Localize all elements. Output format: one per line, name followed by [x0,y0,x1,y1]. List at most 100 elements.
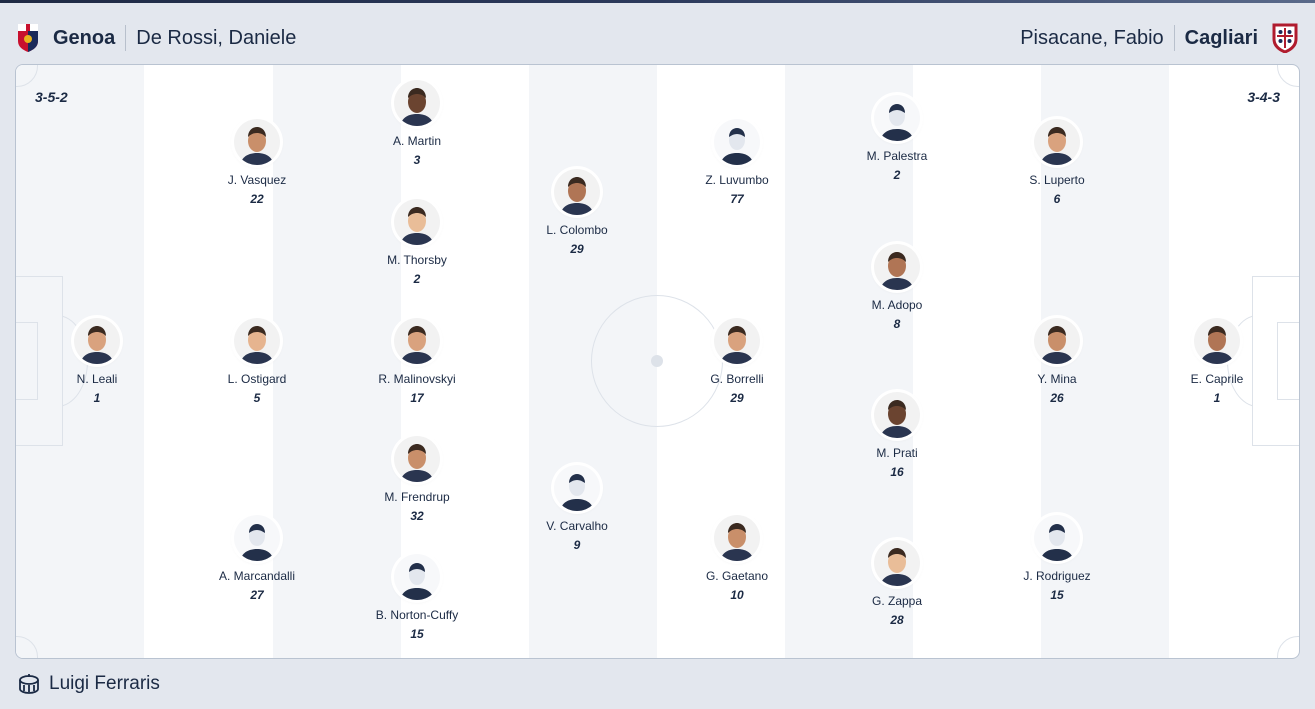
player-number: 27 [250,588,264,602]
divider [125,25,127,51]
player-home[interactable]: L. Ostigard 5 [187,318,327,405]
player-avatar[interactable] [1194,318,1240,364]
player-away[interactable]: G. Gaetano 10 [667,515,807,602]
player-avatar[interactable] [714,515,760,561]
player-name[interactable]: Z. Luvumbo [705,173,769,187]
player-avatar[interactable] [394,80,440,126]
player-number: 28 [890,613,904,627]
player-number: 17 [410,391,424,405]
player-number: 8 [893,317,901,331]
player-name[interactable]: J. Rodriguez [1023,569,1091,583]
player-number: 3 [413,153,421,167]
player-home[interactable]: L. Colombo 29 [507,169,647,256]
player-home[interactable]: J. Vasquez 22 [187,119,327,206]
venue: Luigi Ferraris [17,672,160,696]
player-home[interactable]: M. Frendrup 32 [347,436,487,523]
player-name[interactable]: R. Malinovskyi [378,372,456,386]
player-name[interactable]: M. Thorsby [387,253,447,267]
player-home[interactable]: B. Norton-Cuffy 15 [347,554,487,641]
player-name[interactable]: S. Luperto [1029,173,1085,187]
player-name[interactable]: L. Ostigard [227,372,287,386]
player-number: 6 [1053,192,1061,206]
player-avatar[interactable] [554,465,600,511]
player-away[interactable]: M. Adopo 8 [827,244,967,331]
player-away[interactable]: E. Caprile 1 [1147,318,1287,405]
player-avatar[interactable] [1034,515,1080,561]
player-avatar[interactable] [394,318,440,364]
player-number: 32 [410,509,424,523]
player-name[interactable]: L. Colombo [546,223,608,237]
player-home[interactable]: M. Thorsby 2 [347,199,487,286]
home-goal-area [16,322,38,400]
player-name[interactable]: M. Frendrup [384,490,450,504]
player-avatar[interactable] [714,119,760,165]
player-avatar[interactable] [554,169,600,215]
player-avatar[interactable] [234,515,280,561]
player-name[interactable]: E. Caprile [1190,372,1244,386]
player-number: 15 [1050,588,1064,602]
player-away[interactable]: S. Luperto 6 [987,119,1127,206]
player-avatar[interactable] [714,318,760,364]
cagliari-crest-icon [1272,23,1298,53]
player-home[interactable]: R. Malinovskyi 17 [347,318,487,405]
center-circle [591,295,723,427]
player-name[interactable]: B. Norton-Cuffy [375,608,459,622]
player-name[interactable]: J. Vasquez [227,173,287,187]
player-number: 77 [730,192,744,206]
home-formation: 3-5-2 [35,89,68,105]
player-name[interactable]: A. Martin [392,134,441,148]
away-header: Pisacane, Fabio Cagliari [1020,22,1298,54]
player-avatar[interactable] [394,554,440,600]
player-avatar[interactable] [74,318,120,364]
player-avatar[interactable] [394,199,440,245]
player-name[interactable]: G. Zappa [871,594,923,608]
player-away[interactable]: M. Palestra 2 [827,95,967,182]
stadium-icon [19,674,39,694]
home-team-name[interactable]: Genoa [53,26,116,49]
player-number: 29 [570,242,584,256]
player-away[interactable]: G. Borrelli 29 [667,318,807,405]
venue-name: Luigi Ferraris [49,673,160,694]
player-home[interactable]: A. Marcandalli 27 [187,515,327,602]
center-spot [651,355,663,367]
away-formation: 3-4-3 [1247,89,1280,105]
player-number: 10 [730,588,744,602]
player-number: 9 [573,538,581,552]
player-name[interactable]: M. Prati [876,446,918,460]
player-home[interactable]: A. Martin 3 [347,80,487,167]
player-number: 22 [250,192,264,206]
player-name[interactable]: M. Palestra [866,149,928,163]
player-avatar[interactable] [874,392,920,438]
player-away[interactable]: J. Rodriguez 15 [987,515,1127,602]
player-avatar[interactable] [1034,318,1080,364]
player-avatar[interactable] [874,95,920,141]
genoa-crest-icon [18,24,38,52]
player-away[interactable]: Z. Luvumbo 77 [667,119,807,206]
player-name[interactable]: N. Leali [76,372,118,386]
player-avatar[interactable] [234,119,280,165]
player-away[interactable]: M. Prati 16 [827,392,967,479]
player-avatar[interactable] [394,436,440,482]
player-avatar[interactable] [874,244,920,290]
player-name[interactable]: G. Borrelli [710,372,764,386]
player-avatar[interactable] [1034,119,1080,165]
player-away[interactable]: G. Zappa 28 [827,540,967,627]
player-avatar[interactable] [234,318,280,364]
player-name[interactable]: M. Adopo [871,298,923,312]
player-name[interactable]: G. Gaetano [705,569,769,583]
pitch: 3-5-2 3-4-3 N. Leali 1 J. Vasquez 22 L. … [15,64,1300,659]
player-number: 29 [730,391,744,405]
away-team-name[interactable]: Cagliari [1184,26,1258,49]
player-number: 1 [93,391,101,405]
player-name[interactable]: Y. Mina [1037,372,1077,386]
player-avatar[interactable] [874,540,920,586]
home-header: Genoa De Rossi, Daniele [17,22,296,54]
player-away[interactable]: Y. Mina 26 [987,318,1127,405]
player-home[interactable]: V. Carvalho 9 [507,465,647,552]
player-name[interactable]: V. Carvalho [546,519,608,533]
away-goal-area [1277,322,1299,400]
player-home[interactable]: N. Leali 1 [27,318,167,405]
player-number: 1 [1213,391,1221,405]
player-name[interactable]: A. Marcandalli [218,569,296,583]
top-bar [0,0,1315,3]
